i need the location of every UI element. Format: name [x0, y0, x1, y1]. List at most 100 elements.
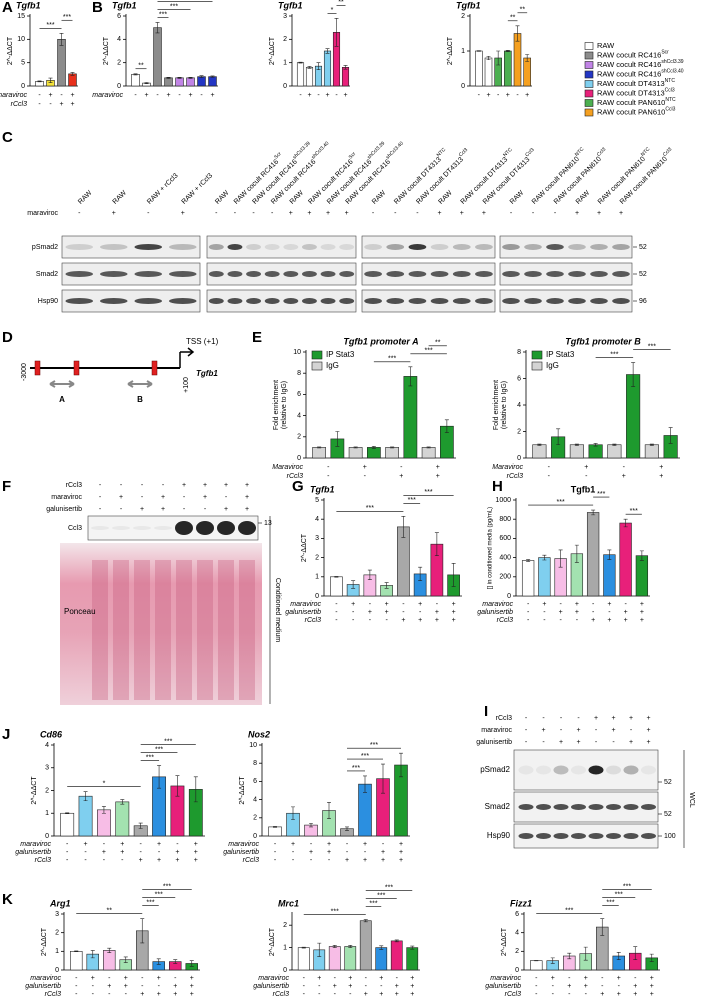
label-sup: shCcl3.39 [292, 141, 312, 161]
condition-sign: + [345, 857, 349, 864]
error-bar [426, 446, 431, 449]
ponceau-lane [239, 560, 255, 700]
y-tick-label: 0 [517, 455, 521, 462]
y-tick-label: 0 [283, 83, 287, 90]
condition-sign: - [364, 473, 367, 480]
y-tick-label: 8 [253, 760, 257, 767]
blot-band [452, 298, 471, 304]
label-text: RAW cocult RC416 [597, 69, 661, 78]
y-tick-label: 0 [461, 83, 465, 90]
condition-sign: - [535, 991, 538, 998]
lane-label: RAW [214, 189, 231, 206]
blot-frame [61, 262, 201, 286]
bar [115, 801, 130, 837]
condition-sign: + [624, 609, 628, 616]
condition-sign: - [234, 210, 237, 217]
significance-label: *** [385, 884, 393, 891]
chart-title: Tgfb1 [278, 0, 303, 10]
condition-sign: - [310, 841, 313, 848]
condition-sign: - [608, 609, 611, 616]
error-bar [199, 75, 204, 78]
error-bar [379, 945, 384, 950]
blot-band [339, 298, 355, 304]
condition-sign: - [394, 210, 397, 217]
condition-sign: - [592, 601, 595, 608]
panel-label: I [484, 703, 488, 720]
bar [175, 77, 184, 87]
y-axis-label: 2^-ΔΔCT [239, 776, 246, 805]
error-bar [189, 960, 194, 967]
condition-sign: - [352, 617, 355, 624]
condition-sign: + [551, 975, 555, 982]
condition-sign: - [99, 506, 102, 513]
condition-label: maraviroc [481, 727, 512, 734]
binding-site [34, 360, 41, 376]
y-tick-label: 10 [293, 349, 301, 356]
condition-label: maraviroc [0, 92, 27, 99]
significance-label: *** [606, 900, 614, 907]
condition-label: galunisertib [46, 506, 82, 513]
condition-label: Maraviroc [492, 464, 523, 471]
panel-label: H [492, 478, 503, 495]
legend-swatch [311, 350, 323, 360]
y-tick-label: 800 [499, 516, 511, 523]
y-tick-label: 4 [515, 930, 519, 937]
error-bar [210, 75, 215, 78]
condition-label: maraviroc [290, 601, 321, 608]
error-bar [381, 763, 385, 794]
blot-band [588, 833, 604, 839]
significance-label: *** [425, 348, 433, 355]
y-axis-label: (relative to IgG) [281, 381, 288, 429]
condition-sign: + [399, 857, 403, 864]
blot-band [208, 298, 224, 304]
tss-label: TSS (+1) [186, 337, 219, 346]
legend-swatch [584, 108, 594, 117]
condition-sign: - [560, 715, 563, 722]
error-bar [70, 72, 75, 76]
error-bar [633, 946, 638, 961]
y-tick-label: 600 [499, 535, 511, 542]
significance-label: *** [377, 892, 385, 899]
panel-label: F [2, 478, 11, 495]
condition-sign: - [99, 494, 102, 501]
blot-band [386, 244, 405, 250]
condition-sign: - [585, 991, 588, 998]
blot-band [568, 271, 586, 277]
condition-sign: + [597, 210, 601, 217]
condition-sign: - [402, 609, 405, 616]
blot-band [536, 833, 551, 839]
condition-sign: - [634, 975, 637, 982]
condition-sign: - [317, 92, 320, 99]
blot-band [320, 298, 336, 304]
bar [626, 374, 641, 459]
condition-sign: + [325, 92, 329, 99]
label-text: RAW + rCcl3 [146, 172, 180, 206]
condition-sign: + [435, 617, 439, 624]
error-bar [574, 443, 579, 446]
label-text: RAW [437, 189, 454, 206]
blot-band [320, 244, 336, 250]
panel-label: E [252, 329, 262, 346]
error-bar [123, 956, 128, 963]
bar [367, 447, 381, 459]
condition-sign: - [576, 617, 579, 624]
condition-sign: - [419, 609, 422, 616]
condition-sign: + [188, 92, 192, 99]
y-tick-label: 1 [55, 948, 59, 955]
blot-band [546, 271, 564, 277]
blot-band [475, 271, 493, 277]
condition-sign: - [527, 609, 530, 616]
condition-sign: + [395, 983, 399, 990]
condition-sign: + [91, 975, 95, 982]
blot-band [641, 765, 656, 775]
label-sup: shCcl3.40 [385, 141, 405, 161]
blot-band [320, 271, 336, 277]
error-bar [175, 775, 180, 797]
condition-sign: + [438, 210, 442, 217]
condition-sign: - [543, 617, 546, 624]
significance-label: *** [557, 499, 565, 506]
condition-sign: - [252, 210, 255, 217]
significance-label: * [103, 780, 106, 787]
condition-sign: - [369, 617, 372, 624]
